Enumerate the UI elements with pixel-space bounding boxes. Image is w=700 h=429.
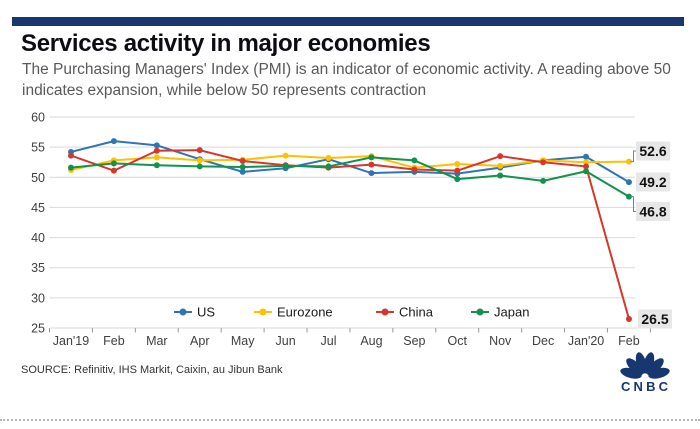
y-tick-50: 50 (31, 171, 45, 185)
x-tick-8: Sep (403, 334, 425, 348)
x-tick-13: Feb (618, 334, 640, 348)
legend-item-china: China (376, 305, 434, 320)
data-point (68, 164, 74, 171)
data-point (153, 147, 160, 154)
data-point (540, 159, 547, 166)
x-tick-2: Mar (146, 334, 168, 348)
data-point (282, 152, 289, 159)
data-point (196, 157, 203, 164)
data-point (239, 164, 246, 171)
data-point (454, 167, 461, 174)
x-tick-3: Apr (190, 334, 209, 348)
series-line (70, 156, 630, 198)
data-point (497, 172, 504, 179)
legend-label: US (197, 305, 215, 320)
legend-marker-dot (179, 308, 187, 316)
chart-subtitle: The Purchasing Managers' Index (PMI) is … (22, 61, 671, 99)
data-point (583, 163, 590, 170)
callout-connector (630, 196, 636, 212)
data-point (368, 154, 375, 161)
data-point (110, 160, 117, 167)
data-point (625, 179, 632, 186)
x-tick-9: Oct (448, 334, 468, 348)
end-label-bg (636, 172, 670, 192)
data-point (583, 159, 590, 166)
cnbc-logo-text: CNBC (621, 379, 669, 393)
data-point (368, 161, 375, 168)
page-title: Services activity in major economies (21, 30, 431, 57)
legend-marker-dot (259, 308, 267, 316)
data-point (411, 166, 418, 173)
cnbc-logo: CNBC (620, 352, 670, 393)
data-point (153, 142, 160, 149)
data-point (625, 193, 632, 200)
data-point (540, 177, 547, 184)
end-label-eurozone: 52.6 (639, 143, 666, 159)
y-tick-40: 40 (31, 231, 45, 245)
data-point (282, 162, 289, 169)
end-label-china: 26.5 (641, 311, 668, 327)
x-tick-4: May (231, 334, 255, 348)
x-tick-7: Aug (360, 334, 382, 348)
brand-bar (12, 17, 684, 26)
data-point (110, 167, 117, 174)
series-japan (68, 154, 632, 200)
data-point (68, 152, 74, 159)
data-point (196, 147, 203, 154)
data-point (454, 161, 461, 168)
x-tick-0: Jan'19 (53, 334, 89, 348)
legend-item-us: US (174, 305, 215, 320)
x-tick-1: Feb (103, 334, 125, 348)
data-point (239, 168, 246, 175)
source-note: SOURCE: Refinitiv, IHS Markit, Caixin, a… (21, 364, 283, 376)
legend-label: Japan (494, 305, 529, 320)
y-tick-55: 55 (31, 141, 45, 155)
data-point (239, 158, 246, 165)
legend-item-eurozone: Eurozone (254, 305, 333, 320)
data-point (368, 170, 375, 177)
x-tick-12: Jan'20 (568, 334, 604, 348)
peacock-icon (620, 352, 670, 379)
data-point (625, 315, 632, 322)
data-point (110, 138, 117, 145)
x-tick-11: Dec (532, 334, 554, 348)
data-point (325, 154, 332, 161)
end-label-bg (638, 309, 672, 329)
data-point (625, 158, 632, 165)
y-tick-60: 60 (31, 111, 45, 125)
data-point (497, 153, 504, 160)
end-label-bg (636, 202, 670, 221)
data-point (153, 154, 160, 161)
data-point (583, 168, 590, 175)
data-point (196, 163, 203, 170)
bottom-divider (0, 419, 700, 421)
legend-label: China (399, 305, 434, 320)
legend-label: Eurozone (277, 305, 333, 320)
data-point (153, 162, 160, 169)
y-tick-30: 30 (31, 291, 45, 305)
series-line (70, 149, 630, 320)
y-tick-25: 25 (31, 322, 45, 336)
y-tick-45: 45 (31, 201, 45, 215)
end-label-bg (636, 141, 670, 161)
y-tick-35: 35 (31, 261, 45, 275)
data-point (583, 153, 590, 160)
legend-marker-dot (381, 308, 389, 316)
x-tick-10: Nov (489, 334, 512, 348)
x-tick-6: Jul (321, 334, 337, 348)
data-point (497, 162, 504, 169)
x-tick-5: Jun (276, 334, 296, 348)
data-point (325, 163, 332, 170)
data-point (454, 176, 461, 183)
end-label-us: 49.2 (639, 174, 666, 190)
legend-marker-dot (476, 308, 484, 316)
data-point (411, 157, 418, 164)
end-label-japan: 46.8 (639, 204, 666, 220)
legend-item-japan: Japan (471, 305, 529, 320)
callout-connector (630, 150, 636, 163)
series-china (68, 147, 632, 322)
